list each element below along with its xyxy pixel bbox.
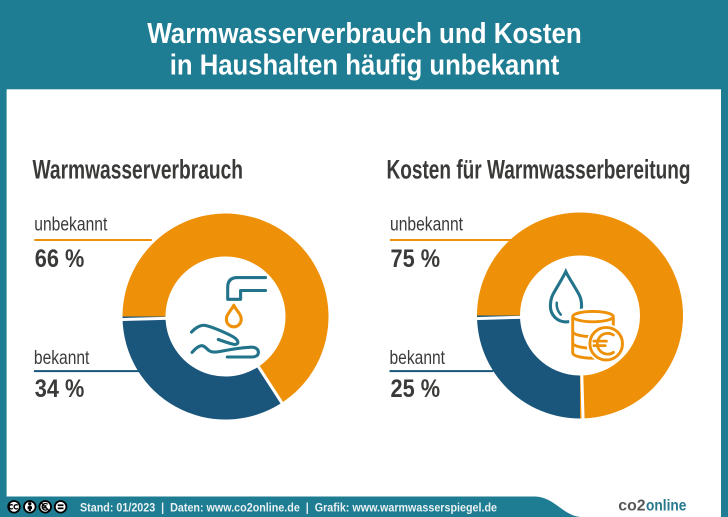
svg-text:Warmwasserverbrauch: Warmwasserverbrauch	[33, 155, 244, 185]
svg-text:34 %: 34 %	[35, 375, 85, 403]
svg-text:co2: co2	[618, 497, 645, 514]
svg-text:unbekannt: unbekannt	[34, 214, 107, 236]
svg-text:bekannt: bekannt	[390, 347, 446, 369]
svg-text:bekannt: bekannt	[34, 347, 90, 369]
svg-text:75 %: 75 %	[391, 245, 441, 273]
svg-text:66 %: 66 %	[35, 245, 85, 273]
svg-text:25 %: 25 %	[391, 375, 441, 403]
svg-text:in Haushalten häufig unbekannt: in Haushalten häufig unbekannt	[170, 50, 560, 82]
svg-text:Stand: 01/2023 | Daten: www.: Stand: 01/2023 | Daten: www.co2online.de…	[80, 503, 497, 515]
svg-text:unbekannt: unbekannt	[390, 214, 463, 236]
svg-text:online: online	[646, 497, 687, 514]
svg-text:Kosten für Warmwasserbereitung: Kosten für Warmwasserbereitung	[387, 155, 691, 185]
svg-text:Warmwasserverbrauch und Kosten: Warmwasserverbrauch und Kosten	[147, 18, 582, 50]
